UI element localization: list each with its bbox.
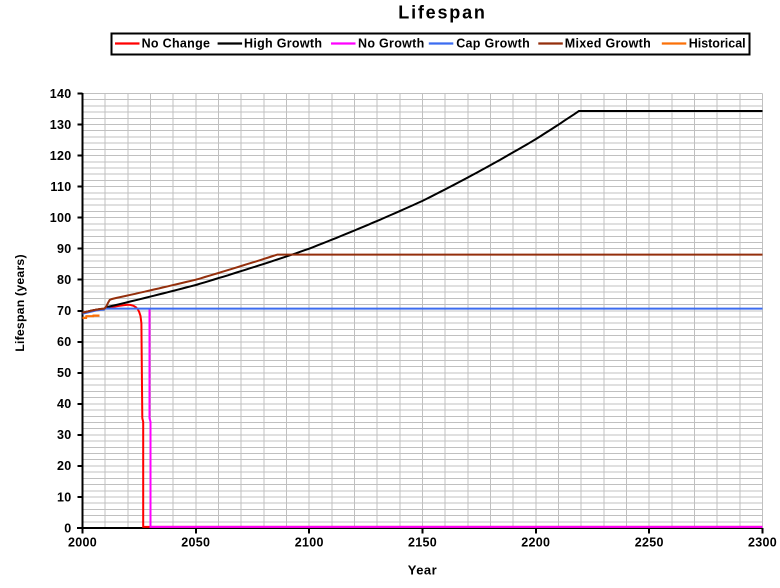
svg-text:Year: Year [408, 563, 437, 578]
svg-text:120: 120 [50, 149, 72, 163]
svg-text:High Growth: High Growth [244, 37, 322, 51]
svg-text:10: 10 [57, 490, 72, 504]
svg-text:2150: 2150 [408, 536, 437, 550]
svg-text:140: 140 [50, 87, 72, 101]
svg-text:No Growth: No Growth [358, 37, 425, 51]
svg-text:2000: 2000 [68, 536, 97, 550]
svg-text:70: 70 [57, 304, 72, 318]
svg-text:2300: 2300 [748, 536, 777, 550]
svg-text:30: 30 [57, 428, 72, 442]
svg-text:Cap Growth: Cap Growth [456, 37, 530, 51]
svg-text:40: 40 [57, 397, 72, 411]
svg-text:Lifespan (years): Lifespan (years) [13, 254, 27, 352]
svg-text:Mixed Growth: Mixed Growth [565, 37, 651, 51]
svg-text:Historical: Historical [689, 37, 746, 51]
svg-text:90: 90 [57, 242, 72, 256]
svg-text:130: 130 [50, 118, 72, 132]
svg-text:2200: 2200 [521, 536, 550, 550]
svg-text:20: 20 [57, 459, 72, 473]
svg-text:No Change: No Change [142, 37, 211, 51]
svg-text:60: 60 [57, 335, 72, 349]
svg-text:80: 80 [57, 273, 72, 287]
svg-text:Lifespan: Lifespan [398, 3, 486, 23]
svg-text:2250: 2250 [635, 536, 664, 550]
svg-text:2100: 2100 [295, 536, 324, 550]
svg-text:50: 50 [57, 366, 72, 380]
svg-text:0: 0 [64, 521, 71, 535]
svg-text:100: 100 [50, 211, 72, 225]
svg-text:110: 110 [50, 180, 71, 194]
svg-text:2050: 2050 [181, 536, 210, 550]
